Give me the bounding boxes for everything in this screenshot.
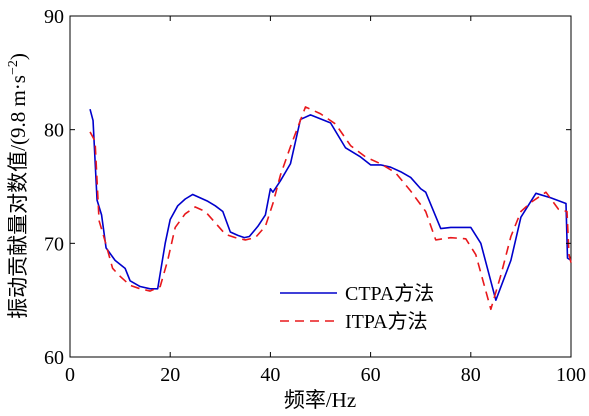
y-axis-title: 振动贡献量对数值/(9.8 m·s−2) — [6, 53, 30, 319]
x-tick-label: 40 — [260, 364, 280, 386]
y-axis-title-superscript: −2 — [6, 60, 21, 75]
x-tick-label: 20 — [160, 364, 180, 386]
y-axis: 60 70 80 90 — [44, 6, 571, 369]
x-tick-label: 60 — [361, 364, 381, 386]
series-layer — [89, 106, 572, 311]
x-tick-label: 100 — [556, 364, 586, 386]
y-axis-title-main: 振动贡献量对数值/(9.8 m·s — [6, 75, 30, 319]
legend-box — [272, 276, 452, 336]
series-line-itpa — [89, 106, 572, 311]
x-axis-title: 频率/Hz — [284, 388, 356, 412]
legend: CTPA方法 ITPA方法 — [272, 276, 452, 336]
x-tick-label: 0 — [65, 364, 75, 386]
series-line-ctpa — [89, 109, 572, 301]
legend-label-ctpa: CTPA方法 — [345, 282, 434, 305]
y-axis-title-close: ) — [6, 53, 30, 60]
x-tick-label: 80 — [461, 364, 481, 386]
y-tick-label: 90 — [44, 6, 64, 28]
y-tick-label: 80 — [44, 120, 64, 142]
y-tick-label: 70 — [44, 233, 64, 255]
x-axis: 0 20 40 60 80 100 — [65, 16, 586, 386]
y-tick-label: 60 — [44, 347, 64, 369]
plot-area — [69, 15, 572, 358]
plot-frame — [69, 15, 572, 358]
legend-label-itpa: ITPA方法 — [345, 310, 428, 333]
